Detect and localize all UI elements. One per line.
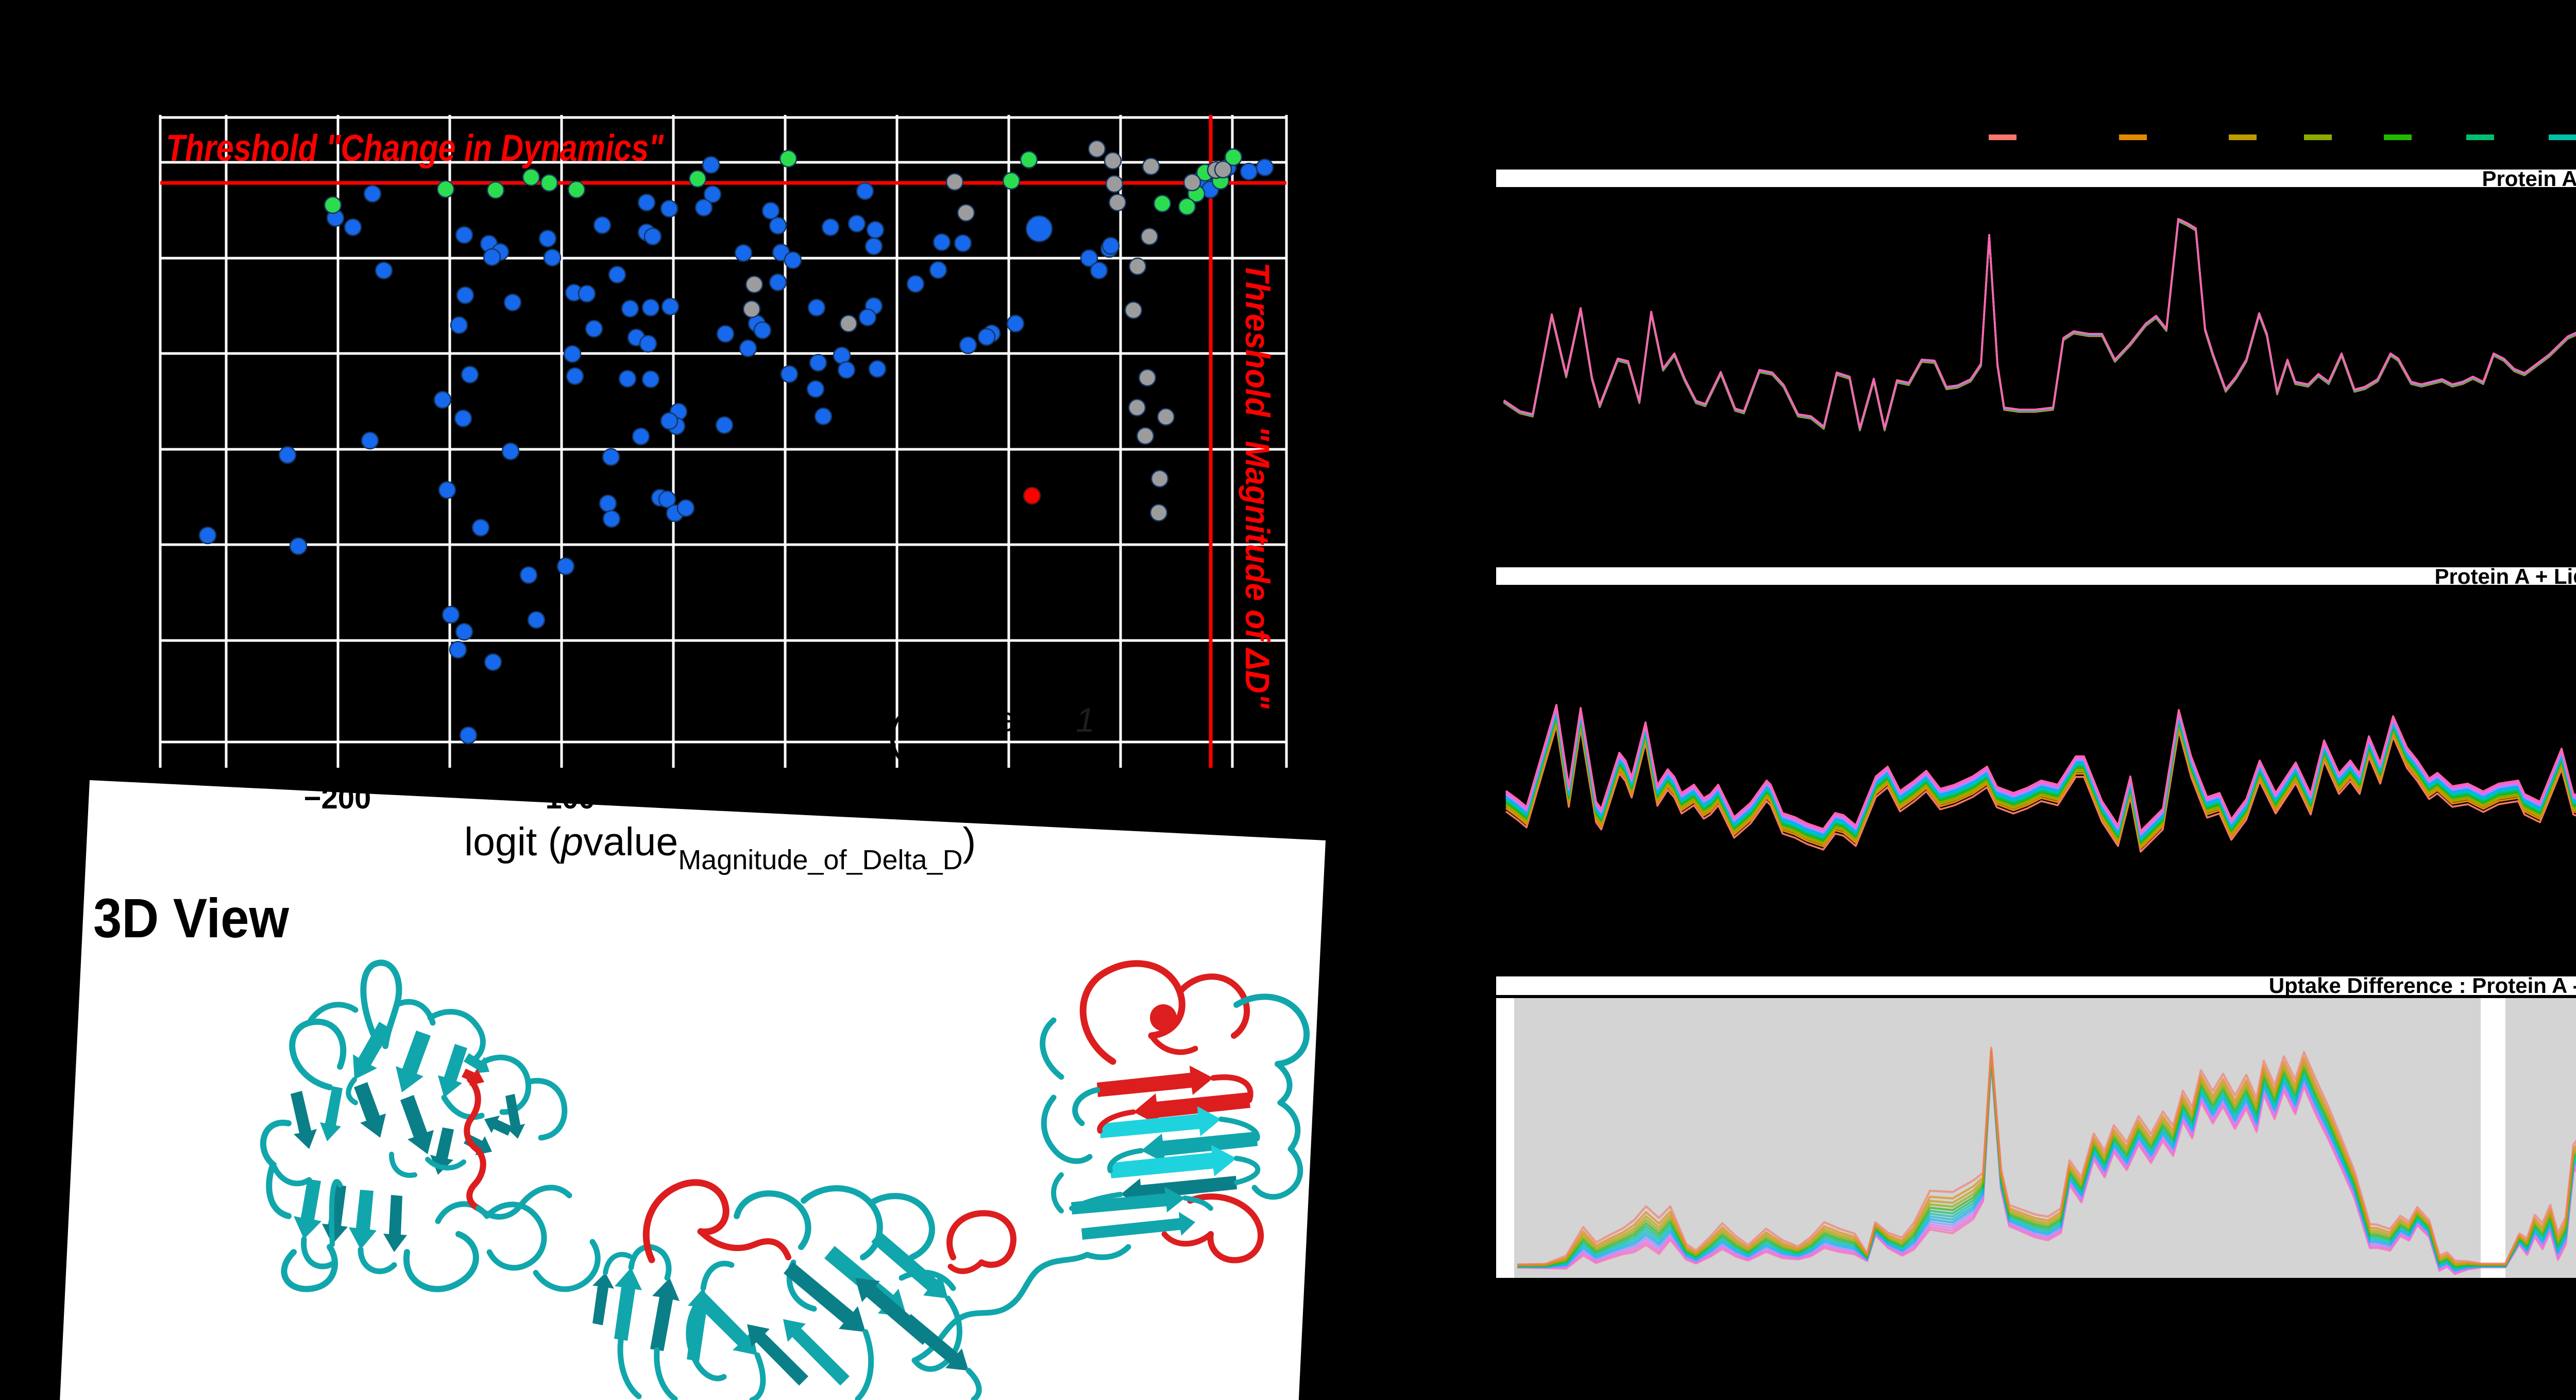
svg-text:Protein A + Ligand: Protein A + Ligand <box>2434 564 2576 588</box>
svg-text:1: 1 <box>1076 701 1095 739</box>
svg-text:Uptake Difference : Protein A: Uptake Difference : Protein A - (Protein… <box>2269 973 2576 998</box>
svg-text:Threshold "Change in Dynamics": Threshold "Change in Dynamics" <box>166 128 664 169</box>
svg-text:Threshold "Magnitude of ΔD": Threshold "Magnitude of ΔD" <box>1239 262 1277 709</box>
svg-text:Protein A: Protein A <box>2482 166 2576 191</box>
svg-text:3D View: 3D View <box>93 887 290 949</box>
svg-text:(: ( <box>887 707 903 760</box>
svg-text:−200: −200 <box>304 782 371 815</box>
svg-text:e: e <box>996 700 1016 739</box>
svg-text:−100: −100 <box>528 782 596 815</box>
